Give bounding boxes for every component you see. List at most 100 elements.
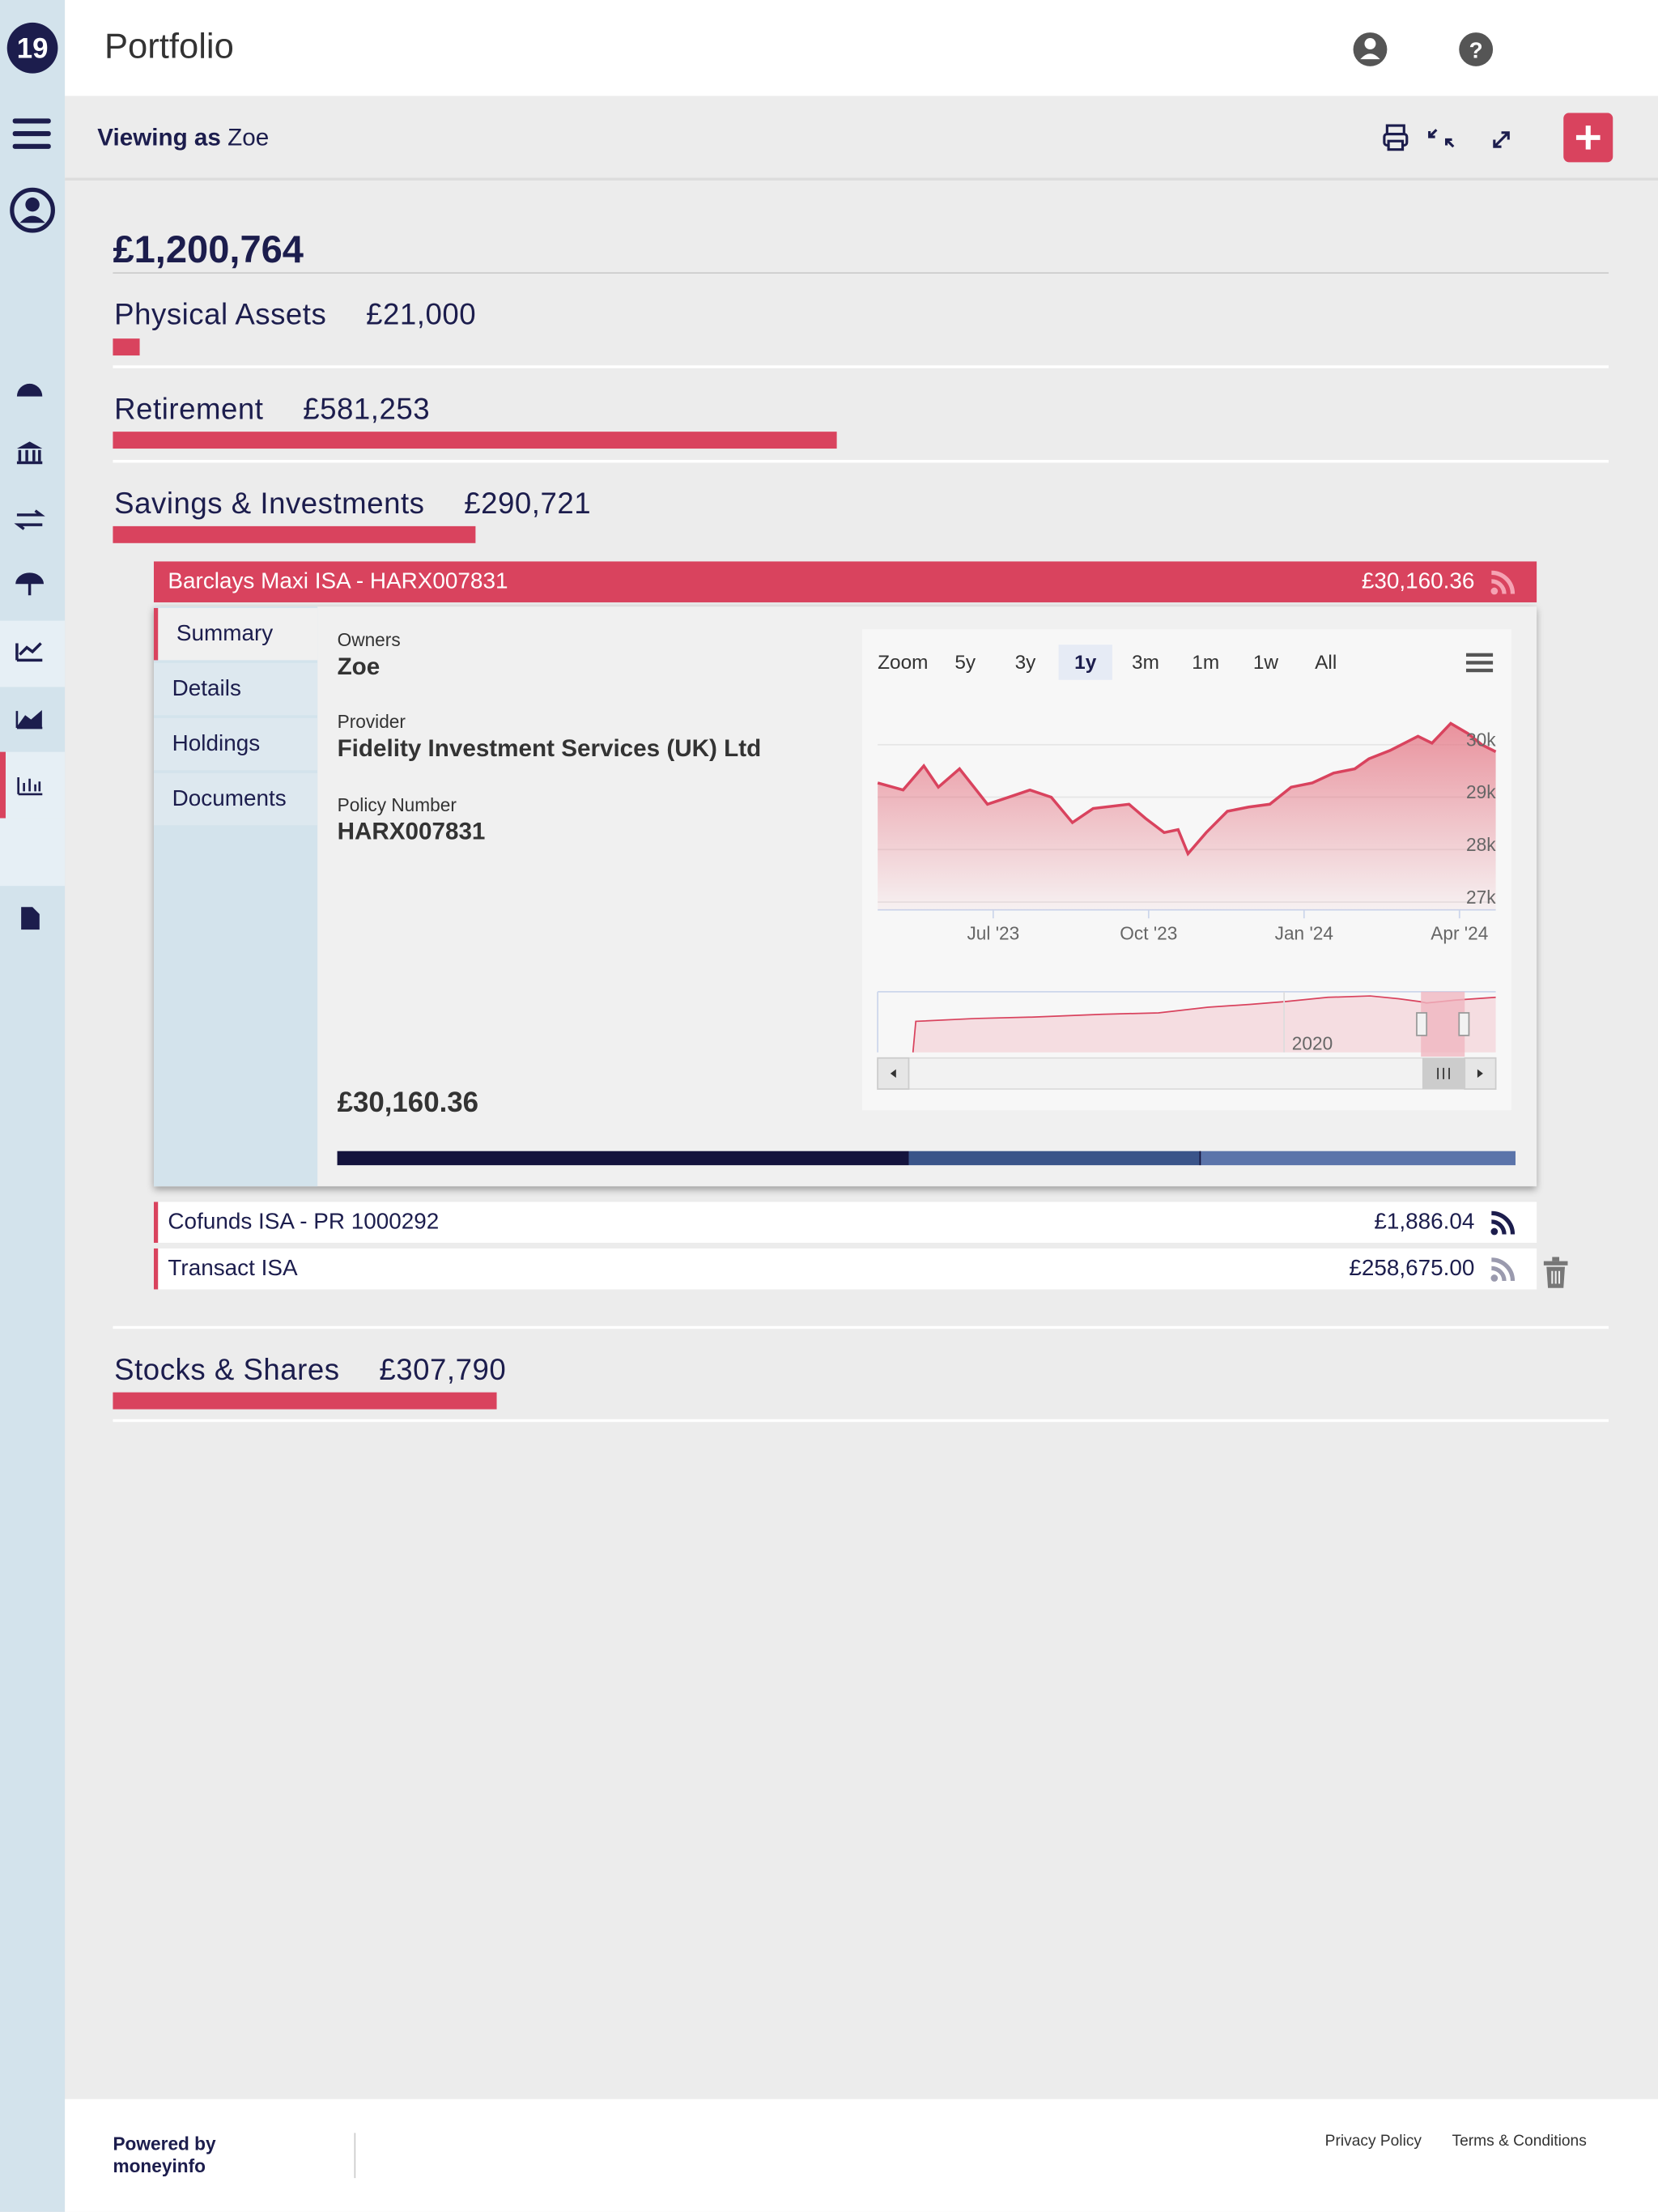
zoom-button[interactable]: 3y [1015,652,1037,674]
divider [113,1325,1609,1329]
x-tick-label: Jan '24 [1275,922,1333,943]
account-name: Transact ISA [168,1257,298,1282]
growth-icon[interactable] [15,642,43,662]
zoom-button[interactable]: 1m [1192,652,1219,674]
footer-link[interactable]: Terms & Conditions [1452,2133,1587,2150]
zoom-label: Zoom [878,652,928,674]
help-glyph: ? [1469,37,1483,62]
nav-active-marker [0,751,6,819]
powered-label: Powered by [113,2133,216,2155]
field-value: HARX007831 [337,818,486,845]
sidebar [0,0,66,2212]
expand-icon[interactable] [1493,131,1510,148]
allocation-segment [908,1151,1200,1166]
feed-icon [1490,1210,1516,1236]
tab[interactable]: Holdings [153,717,318,771]
category-name: Retirement [114,393,264,427]
y-tick-label: 29k [1466,781,1496,802]
footer [65,2099,1658,2212]
transfer-icon[interactable] [14,509,45,530]
umbrella-icon[interactable] [15,572,45,596]
scrollbar [877,1057,1497,1090]
divider [113,365,1609,368]
document-icon[interactable] [21,907,40,930]
portfolio-total: £1,200,764 [113,228,304,271]
toolbar [1383,113,1613,163]
allocation-segment [1199,1151,1516,1166]
category-heading: Physical Assets £21,000 [114,299,476,333]
field-label: Provider [337,711,406,733]
profile-head [25,197,40,212]
navigator-selection[interactable] [1421,991,1465,1057]
divider [113,1419,1609,1423]
category-heading[interactable]: Savings & Investments £290,721 [114,488,591,522]
compress-icon[interactable] [1428,129,1455,148]
account-row[interactable]: Transact ISA £258,675.00 [153,1248,1537,1290]
y-tick-label: 28k [1466,834,1496,855]
category-name: Stocks & Shares [114,1354,340,1387]
x-tick-label: Jul '23 [967,922,1019,943]
zoom-button[interactable]: 3m [1132,652,1159,674]
navigator-label: 2020 [1292,1032,1333,1053]
feed-icon [1490,1257,1516,1282]
thumb-grip [1437,1067,1450,1079]
divider [113,272,1609,274]
profile-body [19,215,45,223]
account-balance: £30,160.36 [337,1087,479,1119]
field-label: Policy Number [337,793,457,816]
delete-icon[interactable] [1541,1257,1571,1291]
profile-icon[interactable] [10,187,55,233]
zoom-button[interactable]: 5y [954,652,976,674]
category-value: £307,790 [379,1354,507,1387]
footer-link[interactable]: Privacy Policy [1324,2133,1422,2150]
menu-icon[interactable] [12,118,51,149]
field-value: Fidelity Investment Services (UK) Ltd [337,734,762,762]
x-tick-label: Apr '24 [1431,922,1488,943]
category-heading[interactable]: Stocks & Shares £307,790 [114,1355,506,1389]
help-icon[interactable] [1459,32,1494,66]
account-header[interactable]: Barclays Maxi ISA - HARX007831 £30,160.3… [153,561,1537,602]
bar-icon[interactable] [17,777,43,796]
account-value: £30,160.36 [1361,569,1475,594]
tab[interactable]: Documents [153,772,318,826]
account-row[interactable]: Cofunds ISA - PR 1000292 £1,886.04 [153,1202,1537,1243]
zoom-button[interactable]: 1y [1074,652,1097,674]
zoom-button[interactable]: All [1315,652,1337,674]
print-icon[interactable] [1383,124,1409,151]
x-tick-label: Oct '23 [1120,922,1177,943]
stock-chart: 2020 Zoom 5y 3y 1y 3m 1m 1w All Jul '23 Oct '23 Ja… [861,629,1511,1111]
add-glyph [1575,125,1601,150]
navigator-area [912,996,1496,1053]
navigator-handle[interactable] [1458,1012,1470,1036]
menu-button[interactable] [1465,653,1494,673]
navigator-handle[interactable] [1416,1012,1428,1036]
y-tick-label: 30k [1466,729,1496,750]
page-title: Portfolio [104,27,234,66]
logo[interactable] [6,22,58,74]
category-bar [113,338,139,356]
field-value: Zoe [337,653,380,680]
nav-highlight [0,620,66,687]
arrow [1477,1069,1483,1078]
area-fill [878,723,1496,910]
tab[interactable]: Summary [153,607,318,661]
area-icon[interactable] [15,710,43,730]
sub-header [65,96,1658,181]
top-icons: ? [1353,32,1494,66]
category-value: £581,253 [303,393,431,427]
dashboard-icon[interactable] [16,383,43,397]
tab[interactable]: Details [153,662,318,716]
account-name: Barclays Maxi ISA - HARX007831 [168,569,508,594]
account-name: Cofunds ISA - PR 1000292 [168,1210,440,1235]
brand: moneyinfo [113,2155,206,2177]
account-value: £1,886.04 [1374,1210,1475,1235]
category-value: £290,721 [464,487,592,521]
y-tick-label: 27k [1466,887,1496,908]
bank-icon[interactable] [16,441,43,465]
footer-divider [354,2133,356,2179]
zoom-button[interactable]: 1w [1253,652,1279,674]
powered-by: Powered by moneyinfo [113,2133,215,2178]
viewing-name: Zoe [227,124,270,151]
top-bar [65,0,1658,96]
category-heading: Retirement £581,253 [114,393,430,428]
